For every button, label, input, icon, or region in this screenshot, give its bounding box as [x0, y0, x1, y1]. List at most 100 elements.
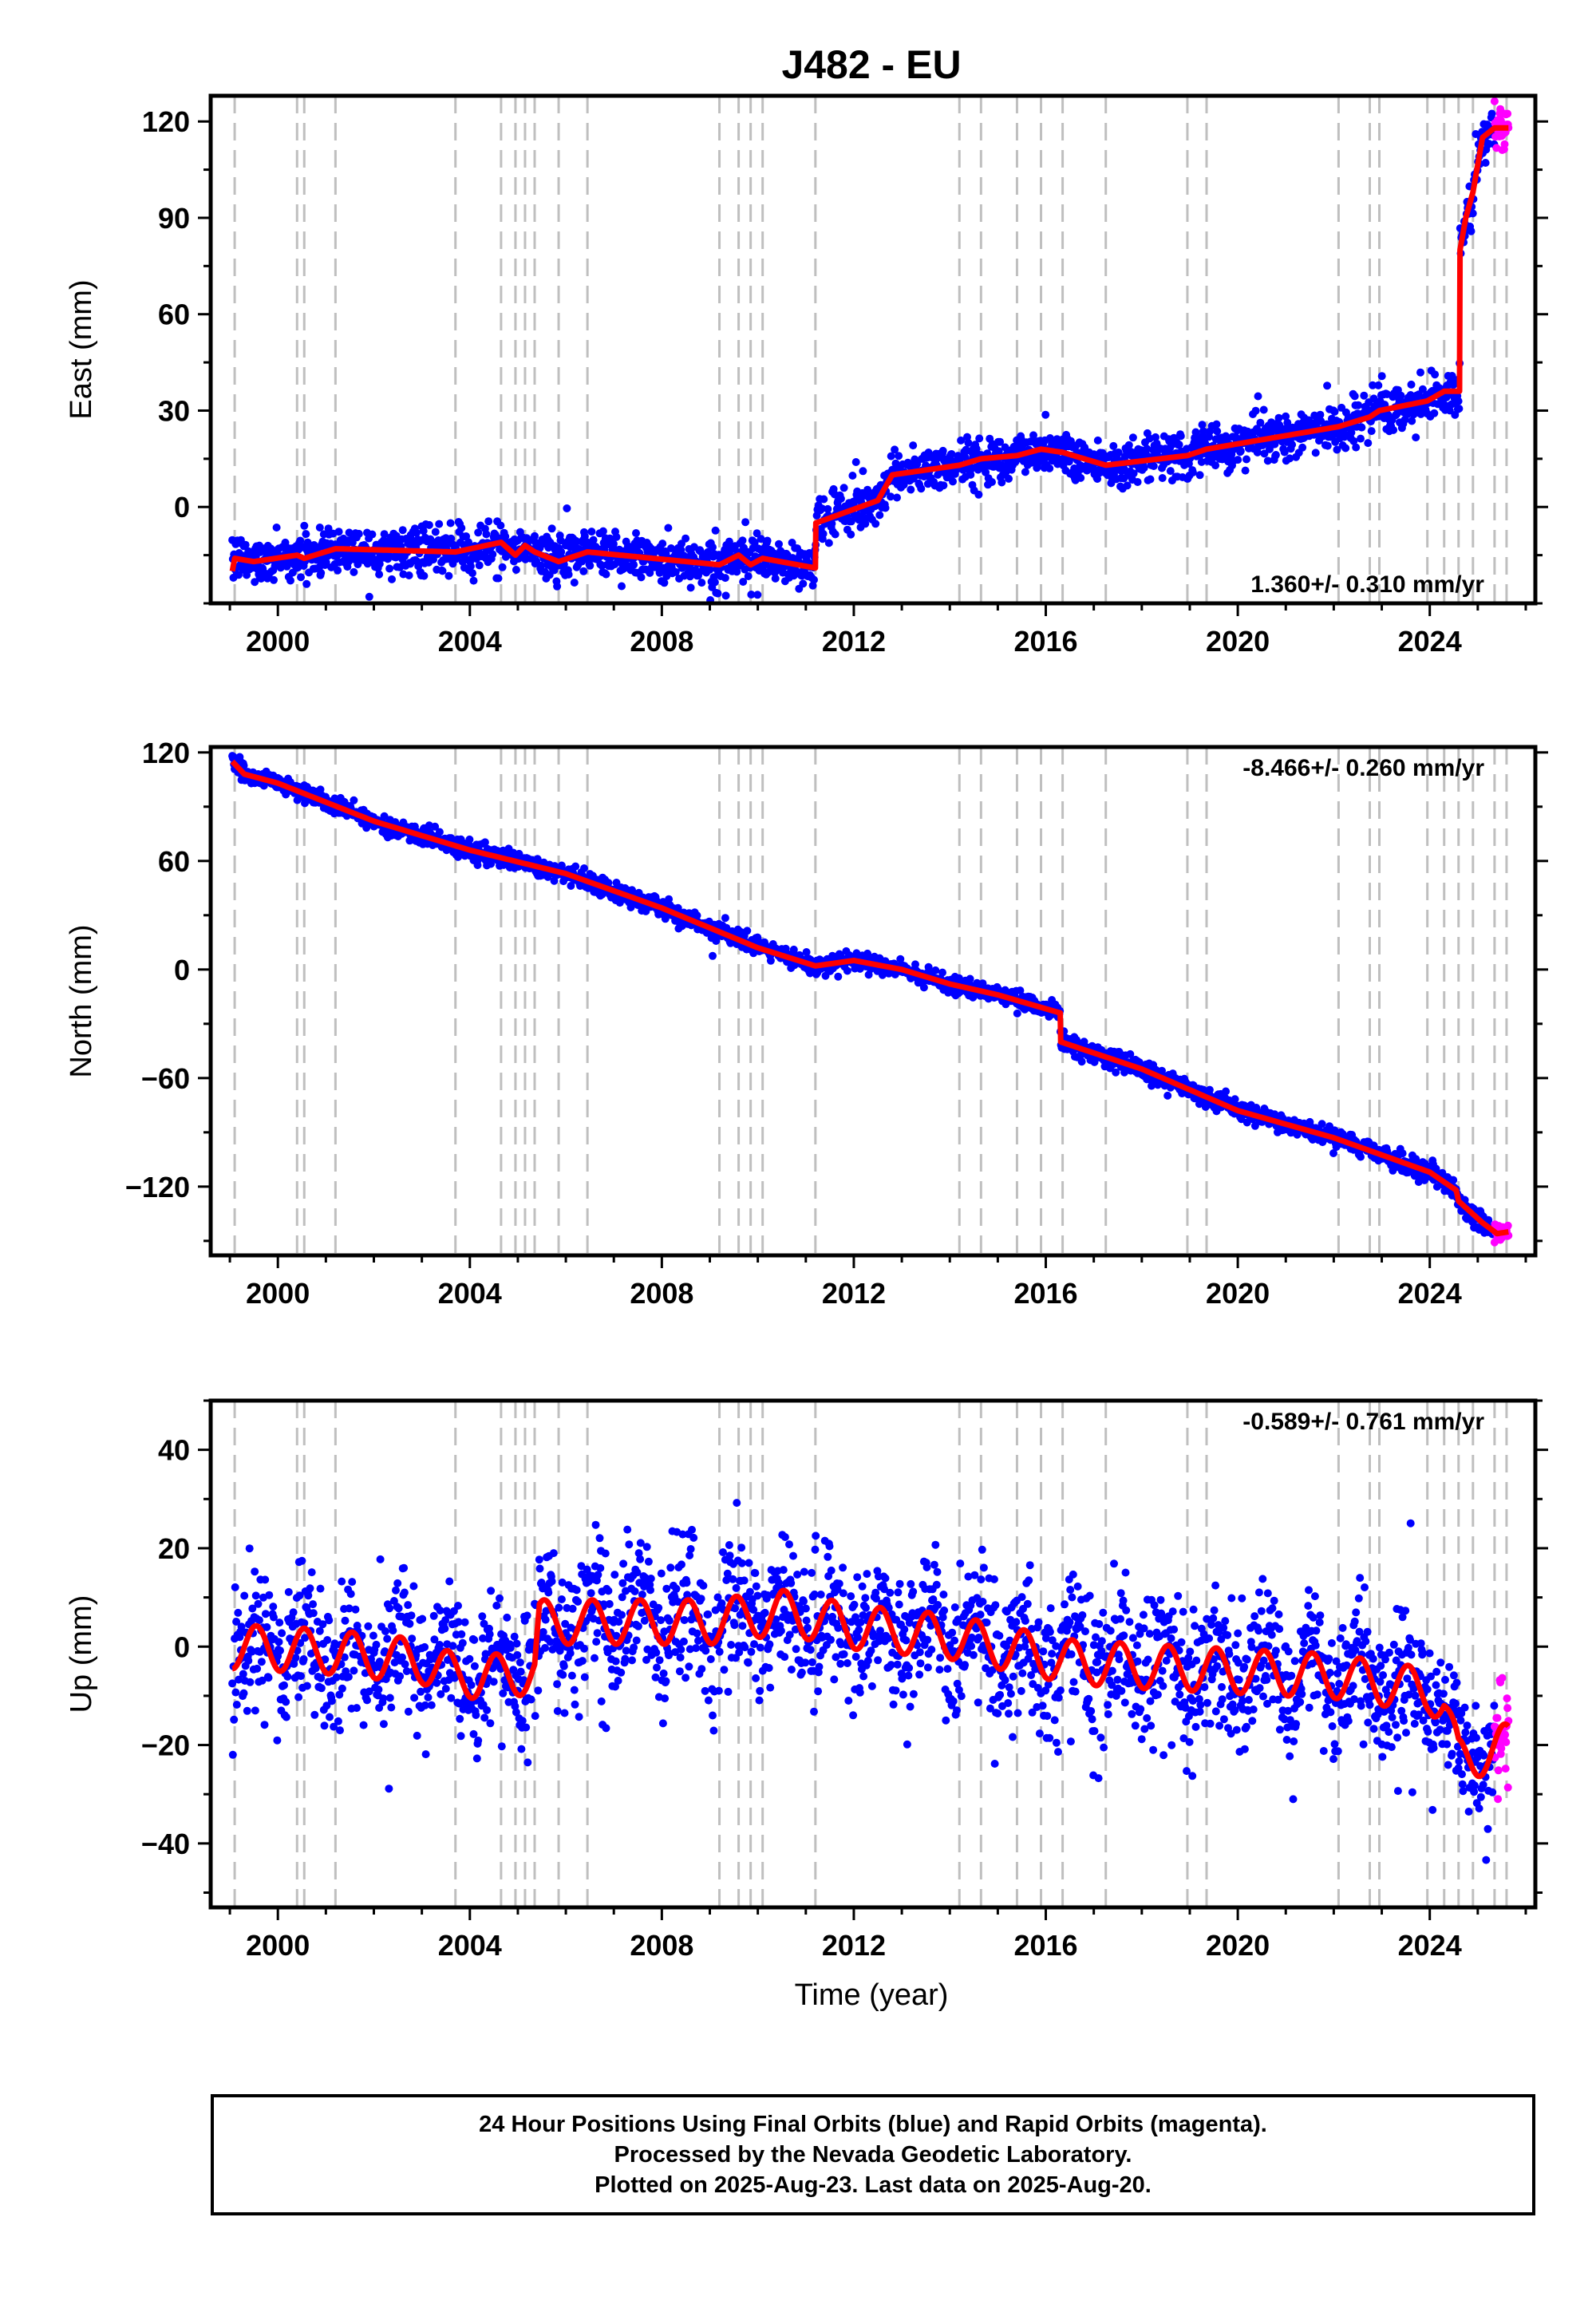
up-final-orbit-point — [255, 1616, 263, 1625]
east-final-orbit-point — [721, 574, 729, 583]
east-final-orbit-point — [671, 567, 680, 576]
east-final-orbit-point — [322, 558, 330, 567]
up-final-orbit-point — [346, 1590, 355, 1599]
east-final-orbit-point — [1093, 436, 1102, 445]
east-final-orbit-point — [612, 532, 621, 541]
north-final-orbit-point — [693, 911, 701, 920]
east-final-orbit-point — [547, 524, 556, 533]
up-final-orbit-point — [348, 1578, 357, 1587]
east-final-orbit-point — [365, 592, 373, 601]
east-final-orbit-point — [1354, 401, 1363, 409]
up-final-orbit-point — [273, 1736, 282, 1745]
north-x-tick-label: 2020 — [1206, 1277, 1270, 1310]
east-final-orbit-point — [763, 536, 772, 545]
east-x-tick-label: 2008 — [630, 625, 693, 658]
east-final-orbit-point — [413, 528, 421, 537]
east-final-orbit-point — [1128, 433, 1137, 442]
up-final-orbit-point — [316, 1584, 325, 1593]
north-final-orbit-point — [919, 983, 928, 992]
up-final-orbit-point — [251, 1567, 259, 1576]
east-final-orbit-point — [1045, 464, 1054, 472]
north-panel: 2000 2004 2008 2012 2016 2020 2024 −120−600601… — [65, 737, 1548, 1310]
east-final-orbit-point — [637, 573, 646, 582]
east-final-orbit-point — [1367, 427, 1376, 436]
north-x-tick-label: 2024 — [1398, 1277, 1462, 1310]
east-final-orbit-point — [630, 560, 638, 569]
up-final-orbit-point — [383, 1634, 392, 1643]
up-final-orbit-point — [404, 1707, 413, 1716]
east-final-orbit-point — [1407, 380, 1416, 389]
up-final-orbit-point — [306, 1584, 314, 1593]
east-final-orbit-point — [564, 570, 573, 579]
east-final-orbit-point — [681, 534, 690, 543]
up-final-orbit-point — [327, 1697, 336, 1705]
east-final-orbit-point — [1236, 447, 1245, 456]
up-final-orbit-point — [394, 1604, 403, 1613]
east-final-orbit-point — [938, 446, 947, 455]
north-y-tick-label: 0 — [174, 954, 190, 986]
up-final-orbit-point — [379, 1694, 388, 1703]
east-final-orbit-point — [557, 547, 566, 556]
east-final-orbit-point — [1282, 412, 1290, 421]
north-final-orbit-point — [1222, 1087, 1231, 1096]
east-final-orbit-point — [847, 530, 855, 539]
up-final-orbit-point — [396, 1672, 405, 1681]
east-final-orbit-point — [419, 527, 428, 536]
east-final-orbit-point — [1242, 455, 1250, 464]
north-rapid-orbit-point — [1503, 1221, 1512, 1230]
east-final-orbit-point — [241, 540, 250, 549]
chart-title: J482 - EU — [781, 42, 961, 87]
north-x-tick-label: 2000 — [246, 1277, 310, 1310]
east-final-orbit-point — [300, 521, 309, 530]
north-final-orbit-point — [1013, 1009, 1021, 1018]
east-final-orbit-point — [571, 536, 580, 545]
up-final-orbit-point — [254, 1599, 263, 1608]
east-y-axis-label: East (mm) — [65, 279, 98, 419]
east-final-orbit-point — [744, 572, 753, 580]
east-final-orbit-point — [587, 528, 596, 536]
east-final-orbit-point — [1066, 437, 1075, 445]
east-y-tick-label: 60 — [158, 298, 190, 331]
east-final-orbit-point — [354, 529, 363, 538]
east-panel: 2000 2004 2008 2012 2016 2020 2024 0306090120 … — [65, 93, 1548, 658]
up-final-orbit-point — [334, 1717, 342, 1725]
east-final-orbit-point — [1455, 405, 1464, 413]
east-final-orbit-point — [1158, 474, 1167, 482]
east-final-orbit-point — [810, 575, 818, 584]
east-final-orbit-point — [1389, 425, 1398, 434]
north-final-orbit-point — [1077, 1057, 1086, 1066]
east-final-orbit-point — [664, 524, 673, 532]
east-final-orbit-point — [907, 485, 915, 494]
east-final-orbit-point — [398, 526, 407, 535]
up-final-orbit-point — [310, 1710, 319, 1719]
north-final-orbit-point — [966, 974, 974, 983]
east-final-orbit-point — [1114, 449, 1123, 456]
east-final-orbit-point — [820, 495, 828, 504]
east-final-orbit-point — [1454, 397, 1463, 405]
north-final-orbit-point — [1231, 1095, 1239, 1104]
up-final-orbit-point — [374, 1686, 383, 1694]
east-final-orbit-point — [1176, 432, 1185, 441]
east-final-orbit-point — [713, 589, 722, 598]
east-final-orbit-point — [579, 567, 588, 575]
east-final-orbit-point — [1191, 428, 1200, 437]
east-final-orbit-point — [1256, 418, 1265, 427]
east-final-orbit-point — [1412, 433, 1420, 442]
east-final-orbit-point — [354, 560, 362, 569]
east-final-orbit-point — [1323, 381, 1332, 390]
east-final-orbit-point — [949, 477, 957, 486]
east-final-orbit-point — [501, 532, 510, 541]
east-final-orbit-point — [388, 575, 396, 583]
east-final-orbit-point — [818, 504, 827, 513]
up-final-orbit-point — [359, 1721, 368, 1729]
up-final-orbit-point — [264, 1674, 273, 1682]
east-final-orbit-point — [839, 484, 848, 492]
north-final-orbit-point — [721, 914, 729, 923]
up-final-orbit-point — [323, 1636, 332, 1644]
east-final-orbit-point — [819, 529, 828, 538]
up-final-orbit-point — [336, 1726, 344, 1735]
east-final-orbit-point — [1467, 227, 1476, 235]
east-y-tick-label: 0 — [174, 491, 190, 524]
up-final-orbit-point — [344, 1673, 353, 1682]
north-event-lines — [233, 747, 1508, 1255]
